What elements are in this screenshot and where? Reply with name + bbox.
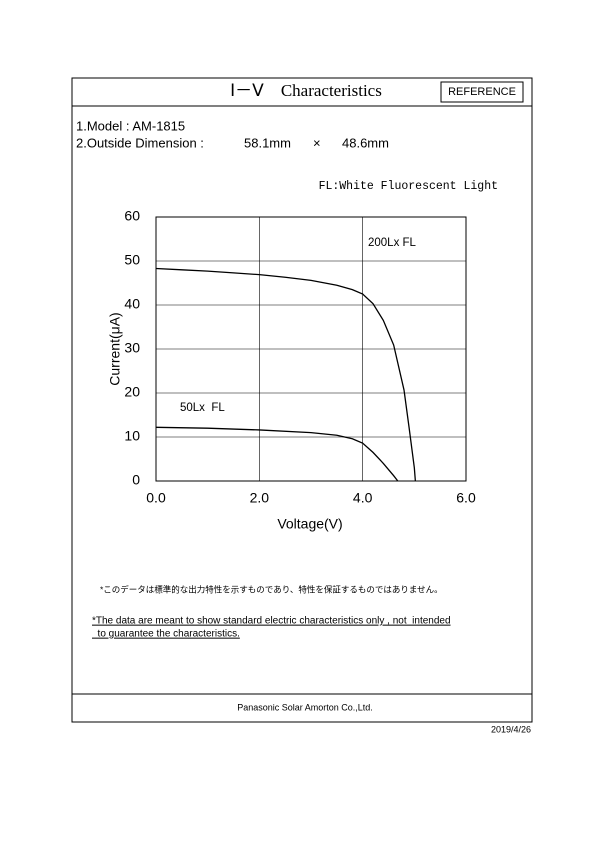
date: 2019/4/26 — [491, 724, 531, 734]
x-tick-label: 0.0 — [146, 490, 166, 506]
plot-border — [155, 216, 467, 482]
y-tick-label: 30 — [124, 340, 140, 356]
plot: 0 10 20 30 40 50 60 0.0 2.0 4.0 6.0 200Lx FL 50Lx FL — [124, 208, 476, 506]
dimension-width: 58.1mm — [244, 135, 291, 150]
badge: REFERENCE — [448, 86, 516, 98]
frame — [71, 77, 533, 723]
x-axis-label: Voltage(V) — [277, 516, 342, 532]
series-line — [155, 267, 417, 482]
y-tick-label: 40 — [124, 296, 140, 312]
note-english: *The data are meant to show standard ele… — [92, 616, 451, 627]
x-tick-label: 6.0 — [456, 490, 476, 506]
dimension-height: 48.6mm — [342, 135, 389, 150]
y-tick-label: 10 — [124, 428, 140, 444]
y-tick-label: 0 — [132, 472, 140, 488]
note-japanese: *このデータは標準的な出力特性を示すものであり、特性を保証するものではありません… — [100, 584, 443, 594]
model: 1.Model : AM-1815 — [76, 118, 185, 133]
dimension-label: 2.Outside Dimension : — [76, 135, 204, 150]
x-tick-label: 4.0 — [353, 490, 373, 506]
company: Panasonic Solar Amorton Co.,Ltd. — [237, 702, 373, 712]
times: × — [313, 135, 321, 150]
x-tick-label: 2.0 — [250, 490, 270, 506]
series-label: 200Lx FL — [368, 237, 417, 249]
note-english: to guarantee the characteristics. — [92, 629, 240, 640]
y-tick-label: 50 — [124, 252, 140, 268]
chart-annotation: FL:White Fluorescent Light — [319, 180, 498, 193]
y-tick-label: 20 — [124, 384, 140, 400]
y-tick-label: 60 — [124, 208, 140, 224]
y-axis-label: Current(μA) — [107, 312, 123, 385]
badge-box — [440, 81, 524, 103]
series-label: 50Lx FL — [180, 402, 225, 414]
series-line — [155, 426, 399, 482]
title: Ⅰ－Ⅴ Characteristics — [230, 81, 382, 100]
